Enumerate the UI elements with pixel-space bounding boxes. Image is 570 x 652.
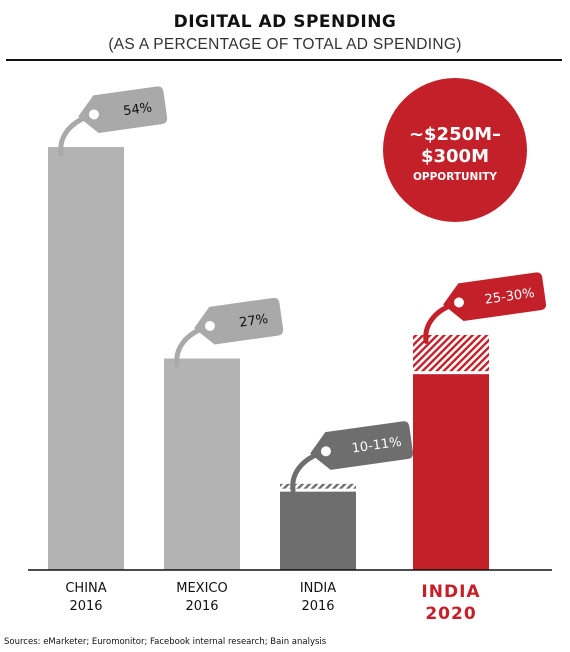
value-tag-3: 25-30% (423, 272, 547, 344)
tag-hole-0 (87, 108, 100, 121)
tag-hole-1 (203, 319, 216, 332)
tag-text-1: 27% (238, 312, 269, 331)
x-label-2-line1: INDIA (300, 581, 336, 596)
tag-hole-3 (452, 296, 465, 309)
tag-text-0: 54% (122, 100, 153, 119)
x-label-1-line1: MEXICO (176, 581, 227, 596)
tag-body-1 (194, 297, 284, 345)
tag-body-3 (443, 272, 547, 321)
x-label-0-line2: 2016 (69, 599, 102, 614)
chart-title: DIGITAL AD SPENDING (173, 12, 397, 32)
chart-subtitle: (AS A PERCENTAGE OF TOTAL AD SPENDING) (108, 36, 462, 53)
opportunity-line1: ~$250M– (409, 124, 501, 145)
value-tag-2: 10-11% (290, 421, 414, 493)
bar-2 (280, 491, 356, 570)
source-note: Sources: eMarketer; Euromonitor; Faceboo… (4, 637, 327, 647)
x-label-3-line2: 2020 (425, 604, 476, 624)
value-tag-1: 27% (174, 297, 284, 368)
x-label-1-line2: 2016 (185, 599, 218, 614)
opportunity-line2: $300M (421, 146, 489, 167)
tag-text-3: 25-30% (484, 286, 536, 308)
bar-1 (164, 358, 240, 570)
tag-hole-2 (319, 445, 332, 458)
bar-0 (48, 147, 124, 570)
tag-body-0 (78, 86, 168, 133)
bar-3 (413, 374, 489, 570)
opportunity-circle (383, 78, 527, 222)
tag-text-2: 10-11% (351, 435, 403, 457)
title-divider (6, 59, 562, 61)
bar-range-2 (280, 483, 356, 489)
value-tag-0: 54% (58, 86, 168, 156)
x-label-2-line2: 2016 (301, 599, 334, 614)
x-label-0-line1: CHINA (65, 581, 106, 596)
x-label-3-line1: INDIA (421, 582, 480, 602)
opportunity-line3: OPPORTUNITY (413, 171, 497, 183)
tag-body-2 (310, 421, 414, 470)
